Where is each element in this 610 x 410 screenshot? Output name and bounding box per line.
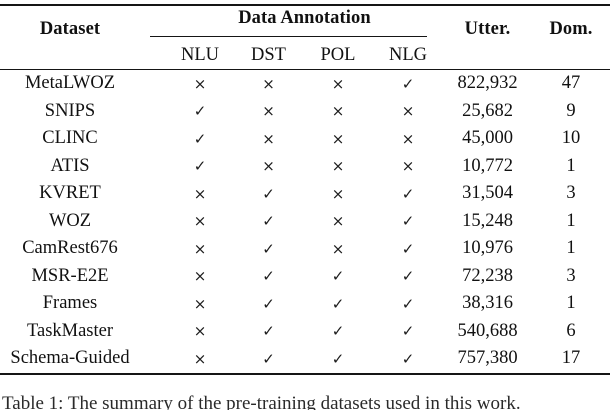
table-header: Dataset Data Annotation NLU DST POL NLG … xyxy=(0,6,610,69)
table-caption-clipped: Table 1: The summary of the pre-training… xyxy=(2,393,521,410)
column-header-dst: DST xyxy=(251,44,286,65)
pol-mark: × xyxy=(331,212,345,231)
dataset-name: TaskMaster xyxy=(26,320,114,341)
column-header-nlu: NLU xyxy=(180,44,220,65)
dataset-name: KVRET xyxy=(39,183,101,204)
column-header-nlg: NLG xyxy=(388,44,428,65)
column-header-dataset: Dataset xyxy=(39,19,101,39)
utterance-count: 822,932 xyxy=(457,73,518,94)
dst-mark: ✓ xyxy=(262,322,275,341)
nlu-mark: × xyxy=(193,74,207,93)
domain-count: 3 xyxy=(566,265,576,286)
nlu-mark: ✓ xyxy=(193,157,207,176)
dst-mark: × xyxy=(262,129,275,148)
utterance-count: 757,380 xyxy=(457,348,518,369)
nlg-mark: × xyxy=(401,102,415,121)
dataset-name: MSR-E2E xyxy=(31,265,109,286)
dataset-name: WOZ xyxy=(48,210,92,231)
utterance-count: 10,976 xyxy=(462,238,513,259)
nlg-mark: ✓ xyxy=(401,267,415,286)
dst-mark: ✓ xyxy=(262,212,275,231)
nlu-mark: × xyxy=(193,322,207,341)
nlg-mark: × xyxy=(401,129,415,148)
nlu-mark: ✓ xyxy=(193,129,207,148)
nlg-mark: ✓ xyxy=(401,212,415,231)
dst-mark: ✓ xyxy=(262,184,275,203)
pol-mark: × xyxy=(331,157,345,176)
nlg-mark: × xyxy=(401,157,415,176)
dst-mark: ✓ xyxy=(262,349,275,368)
pol-mark: ✓ xyxy=(331,349,345,368)
dst-mark: ✓ xyxy=(262,294,275,313)
table-header-rule xyxy=(0,69,610,71)
nlu-mark: ✓ xyxy=(193,102,207,121)
utterance-count: 38,316 xyxy=(462,293,513,314)
dataset-name: ATIS xyxy=(50,155,90,176)
domain-count: 10 xyxy=(561,128,581,149)
pol-mark: ✓ xyxy=(331,322,345,341)
domain-count: 17 xyxy=(561,348,581,369)
utterance-count: 540,688 xyxy=(457,320,518,341)
dst-mark: ✓ xyxy=(262,239,275,258)
nlg-mark: ✓ xyxy=(401,239,415,258)
pol-mark: ✓ xyxy=(331,267,345,286)
dataset-name: CLINC xyxy=(42,128,98,149)
data-annotation-underline-rule xyxy=(150,36,427,38)
pol-mark: × xyxy=(331,129,345,148)
column-group-header-data-annotation: Data Annotation xyxy=(238,8,371,28)
column-header-utterances: Utter. xyxy=(464,19,511,39)
pol-mark: × xyxy=(331,184,345,203)
table-bottom-rule xyxy=(0,373,610,376)
pol-mark: × xyxy=(331,102,345,121)
nlg-mark: ✓ xyxy=(401,294,415,313)
pol-mark: ✓ xyxy=(331,294,345,313)
column-header-domains: Dom. xyxy=(549,19,593,39)
table-top-rule xyxy=(0,4,610,6)
utterance-count: 45,000 xyxy=(462,128,513,149)
utterance-count: 10,772 xyxy=(462,155,513,176)
utterance-count: 72,238 xyxy=(462,265,513,286)
table-body: MetaLWOZ × × × ✓ 822,932 47 SNIPS ✓ × × … xyxy=(0,70,610,373)
pol-mark: × xyxy=(331,74,345,93)
dst-mark: × xyxy=(262,74,275,93)
nlg-mark: ✓ xyxy=(401,74,415,93)
nlu-mark: × xyxy=(193,267,207,286)
nlg-mark: ✓ xyxy=(401,322,415,341)
domain-count: 47 xyxy=(561,73,581,94)
utterance-count: 31,504 xyxy=(462,183,513,204)
column-header-pol: POL xyxy=(320,44,356,65)
domain-count: 1 xyxy=(566,155,576,176)
nlu-mark: × xyxy=(193,239,207,258)
dataset-name: CamRest676 xyxy=(22,238,118,259)
utterance-count: 25,682 xyxy=(462,100,513,121)
pol-mark: × xyxy=(331,239,345,258)
domain-count: 3 xyxy=(566,183,576,204)
nlu-mark: × xyxy=(193,349,207,368)
utterance-count: 15,248 xyxy=(462,210,513,231)
domain-count: 9 xyxy=(566,100,576,121)
domain-count: 1 xyxy=(566,293,576,314)
dataset-name: SNIPS xyxy=(44,100,96,121)
nlu-mark: × xyxy=(193,184,207,203)
domain-count: 6 xyxy=(566,320,576,341)
dst-mark: × xyxy=(262,157,275,176)
nlg-mark: ✓ xyxy=(401,184,415,203)
domain-count: 1 xyxy=(566,238,576,259)
dataset-name: MetaLWOZ xyxy=(24,73,116,94)
nlu-mark: × xyxy=(193,212,207,231)
dataset-name: Schema-Guided xyxy=(10,348,130,369)
nlu-mark: × xyxy=(193,294,207,313)
domain-count: 1 xyxy=(566,210,576,231)
dst-mark: × xyxy=(262,102,275,121)
nlg-mark: ✓ xyxy=(401,349,415,368)
dataset-name: Frames xyxy=(42,293,98,314)
dst-mark: ✓ xyxy=(262,267,275,286)
